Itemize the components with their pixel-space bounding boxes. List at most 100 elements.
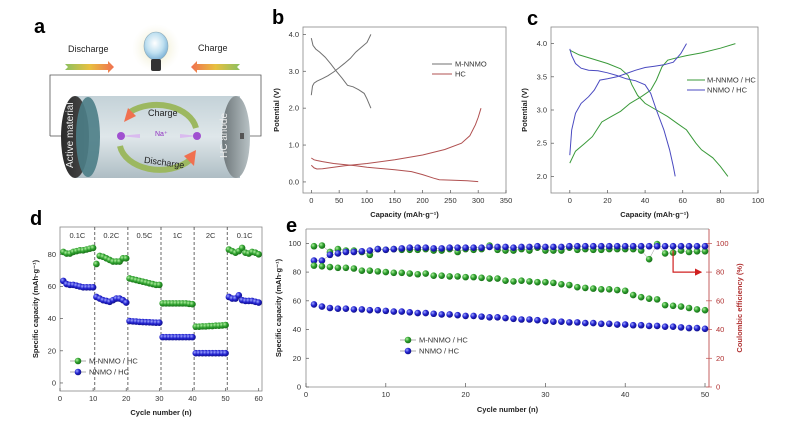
capacity-point: [542, 317, 549, 325]
data-point: [93, 260, 100, 268]
capacity-point: [677, 303, 685, 310]
y2-tick-label: 100: [716, 239, 729, 248]
capacity-point: [382, 307, 390, 315]
capacity-point: [382, 268, 390, 276]
x-tick-label: 50: [701, 390, 709, 399]
sodium-ion-label: Na⁺: [155, 131, 168, 138]
efficiency-point: [589, 242, 597, 250]
chart-b: b 0 50 100 150 200 250 300 350 0.0 1.0 2.0 3.0 4.0 Cap…: [272, 7, 512, 219]
capacity-point: [526, 278, 533, 285]
capacity-point: [334, 305, 342, 313]
data-point: [255, 299, 262, 306]
efficiency-point: [318, 242, 326, 249]
efficiency-point: [486, 243, 493, 251]
capacity-point: [366, 267, 374, 274]
y-tick-label: 3.0: [537, 106, 547, 115]
y-tick-label: 20: [48, 346, 56, 355]
efficiency-point: [494, 243, 501, 251]
y-tick-label: 100: [288, 239, 301, 248]
panel-label-c: c: [527, 8, 538, 30]
sodium-ion-left-icon: [117, 132, 140, 140]
efficiency-point: [446, 244, 453, 251]
efficiency-point: [342, 248, 350, 256]
x-tick-label: 40: [641, 196, 649, 205]
x-tick-label: 250: [444, 196, 457, 205]
efficiency-point: [430, 245, 437, 252]
capacity-point: [621, 287, 629, 295]
capacity-point: [550, 318, 557, 325]
capacity-point: [478, 313, 485, 320]
inner-charge-label: Charge: [148, 108, 178, 118]
active-material-face: [76, 97, 100, 177]
efficiency-point: [637, 242, 645, 250]
y-tick-label: 2.0: [289, 104, 299, 113]
data-point: [89, 283, 97, 291]
capacity-point: [653, 322, 661, 330]
capacity-point: [693, 306, 701, 313]
capacity-point: [358, 306, 366, 313]
efficiency-point: [605, 242, 613, 250]
efficiency-point: [677, 242, 685, 250]
capacity-point: [510, 278, 517, 285]
capacity-point: [645, 322, 653, 330]
capacity-point: [398, 269, 406, 277]
capacity-point: [605, 286, 613, 293]
efficiency-point: [374, 245, 382, 253]
x-tick-label: 40: [188, 394, 196, 403]
efficiency-point: [542, 243, 549, 251]
efficiency-point: [334, 250, 342, 257]
efficiency-point: [406, 244, 414, 251]
efficiency-point: [661, 242, 669, 250]
data-point: [255, 251, 262, 258]
efficiency-point: [454, 244, 461, 251]
capacity-point: [446, 311, 453, 318]
x-tick-label: 350: [500, 196, 513, 205]
capacity-point: [613, 286, 621, 294]
capacity-point: [414, 270, 422, 278]
y-tick-label: 4.0: [537, 39, 547, 48]
capacity-point: [597, 320, 605, 328]
capacity-point: [605, 320, 613, 328]
x-tick-label: 50: [335, 196, 343, 205]
legend-marker: [404, 347, 412, 355]
capacity-point: [566, 281, 573, 289]
legend-entry: NNMO / HC: [707, 86, 748, 95]
sodium-ion-right-icon: [180, 132, 201, 140]
capacity-point: [470, 312, 477, 320]
x-tick-label: 30: [155, 394, 163, 403]
chart-d: d 0 10 20 30 40 50 60 0 20 40 60 80 Cycle number (n) S…: [30, 208, 263, 417]
efficiency-point: [326, 251, 334, 259]
capacity-point: [366, 306, 374, 314]
capacity-point: [645, 295, 653, 302]
discharge-label: Discharge: [68, 44, 109, 54]
efficiency-point: [661, 250, 669, 257]
charge-arrow-icon: [191, 61, 240, 73]
capacity-point: [589, 285, 597, 292]
capacity-point: [454, 311, 461, 319]
x-tick-label: 80: [716, 196, 724, 205]
efficiency-point: [693, 247, 701, 255]
capacity-point: [398, 308, 406, 315]
efficiency-point: [390, 245, 398, 253]
panel-label-a: a: [34, 16, 46, 38]
efficiency-point: [582, 242, 589, 250]
y-tick-label: 0: [52, 378, 56, 387]
capacity-point: [446, 273, 453, 280]
capacity-point: [669, 302, 677, 310]
data-point: [89, 244, 97, 252]
y-tick-label: 1.0: [289, 141, 299, 150]
capacity-point: [685, 324, 693, 332]
y-axis-label: Specific capacity (mAh·g⁻¹): [274, 258, 283, 357]
anode-cap: [222, 96, 250, 178]
legend-entry: NNMO / HC: [89, 368, 130, 377]
series-line-m-nnmo: [310, 34, 372, 96]
capacity-point: [462, 273, 469, 281]
x-tick-label: 10: [382, 390, 390, 399]
x-tick-label: 0: [304, 390, 308, 399]
capacity-point: [318, 263, 326, 270]
series-line-m-nnmo: [310, 37, 372, 109]
capacity-point: [677, 324, 685, 331]
plot-frame: [302, 26, 507, 194]
capacity-point: [621, 321, 629, 328]
efficiency-point: [645, 242, 653, 250]
